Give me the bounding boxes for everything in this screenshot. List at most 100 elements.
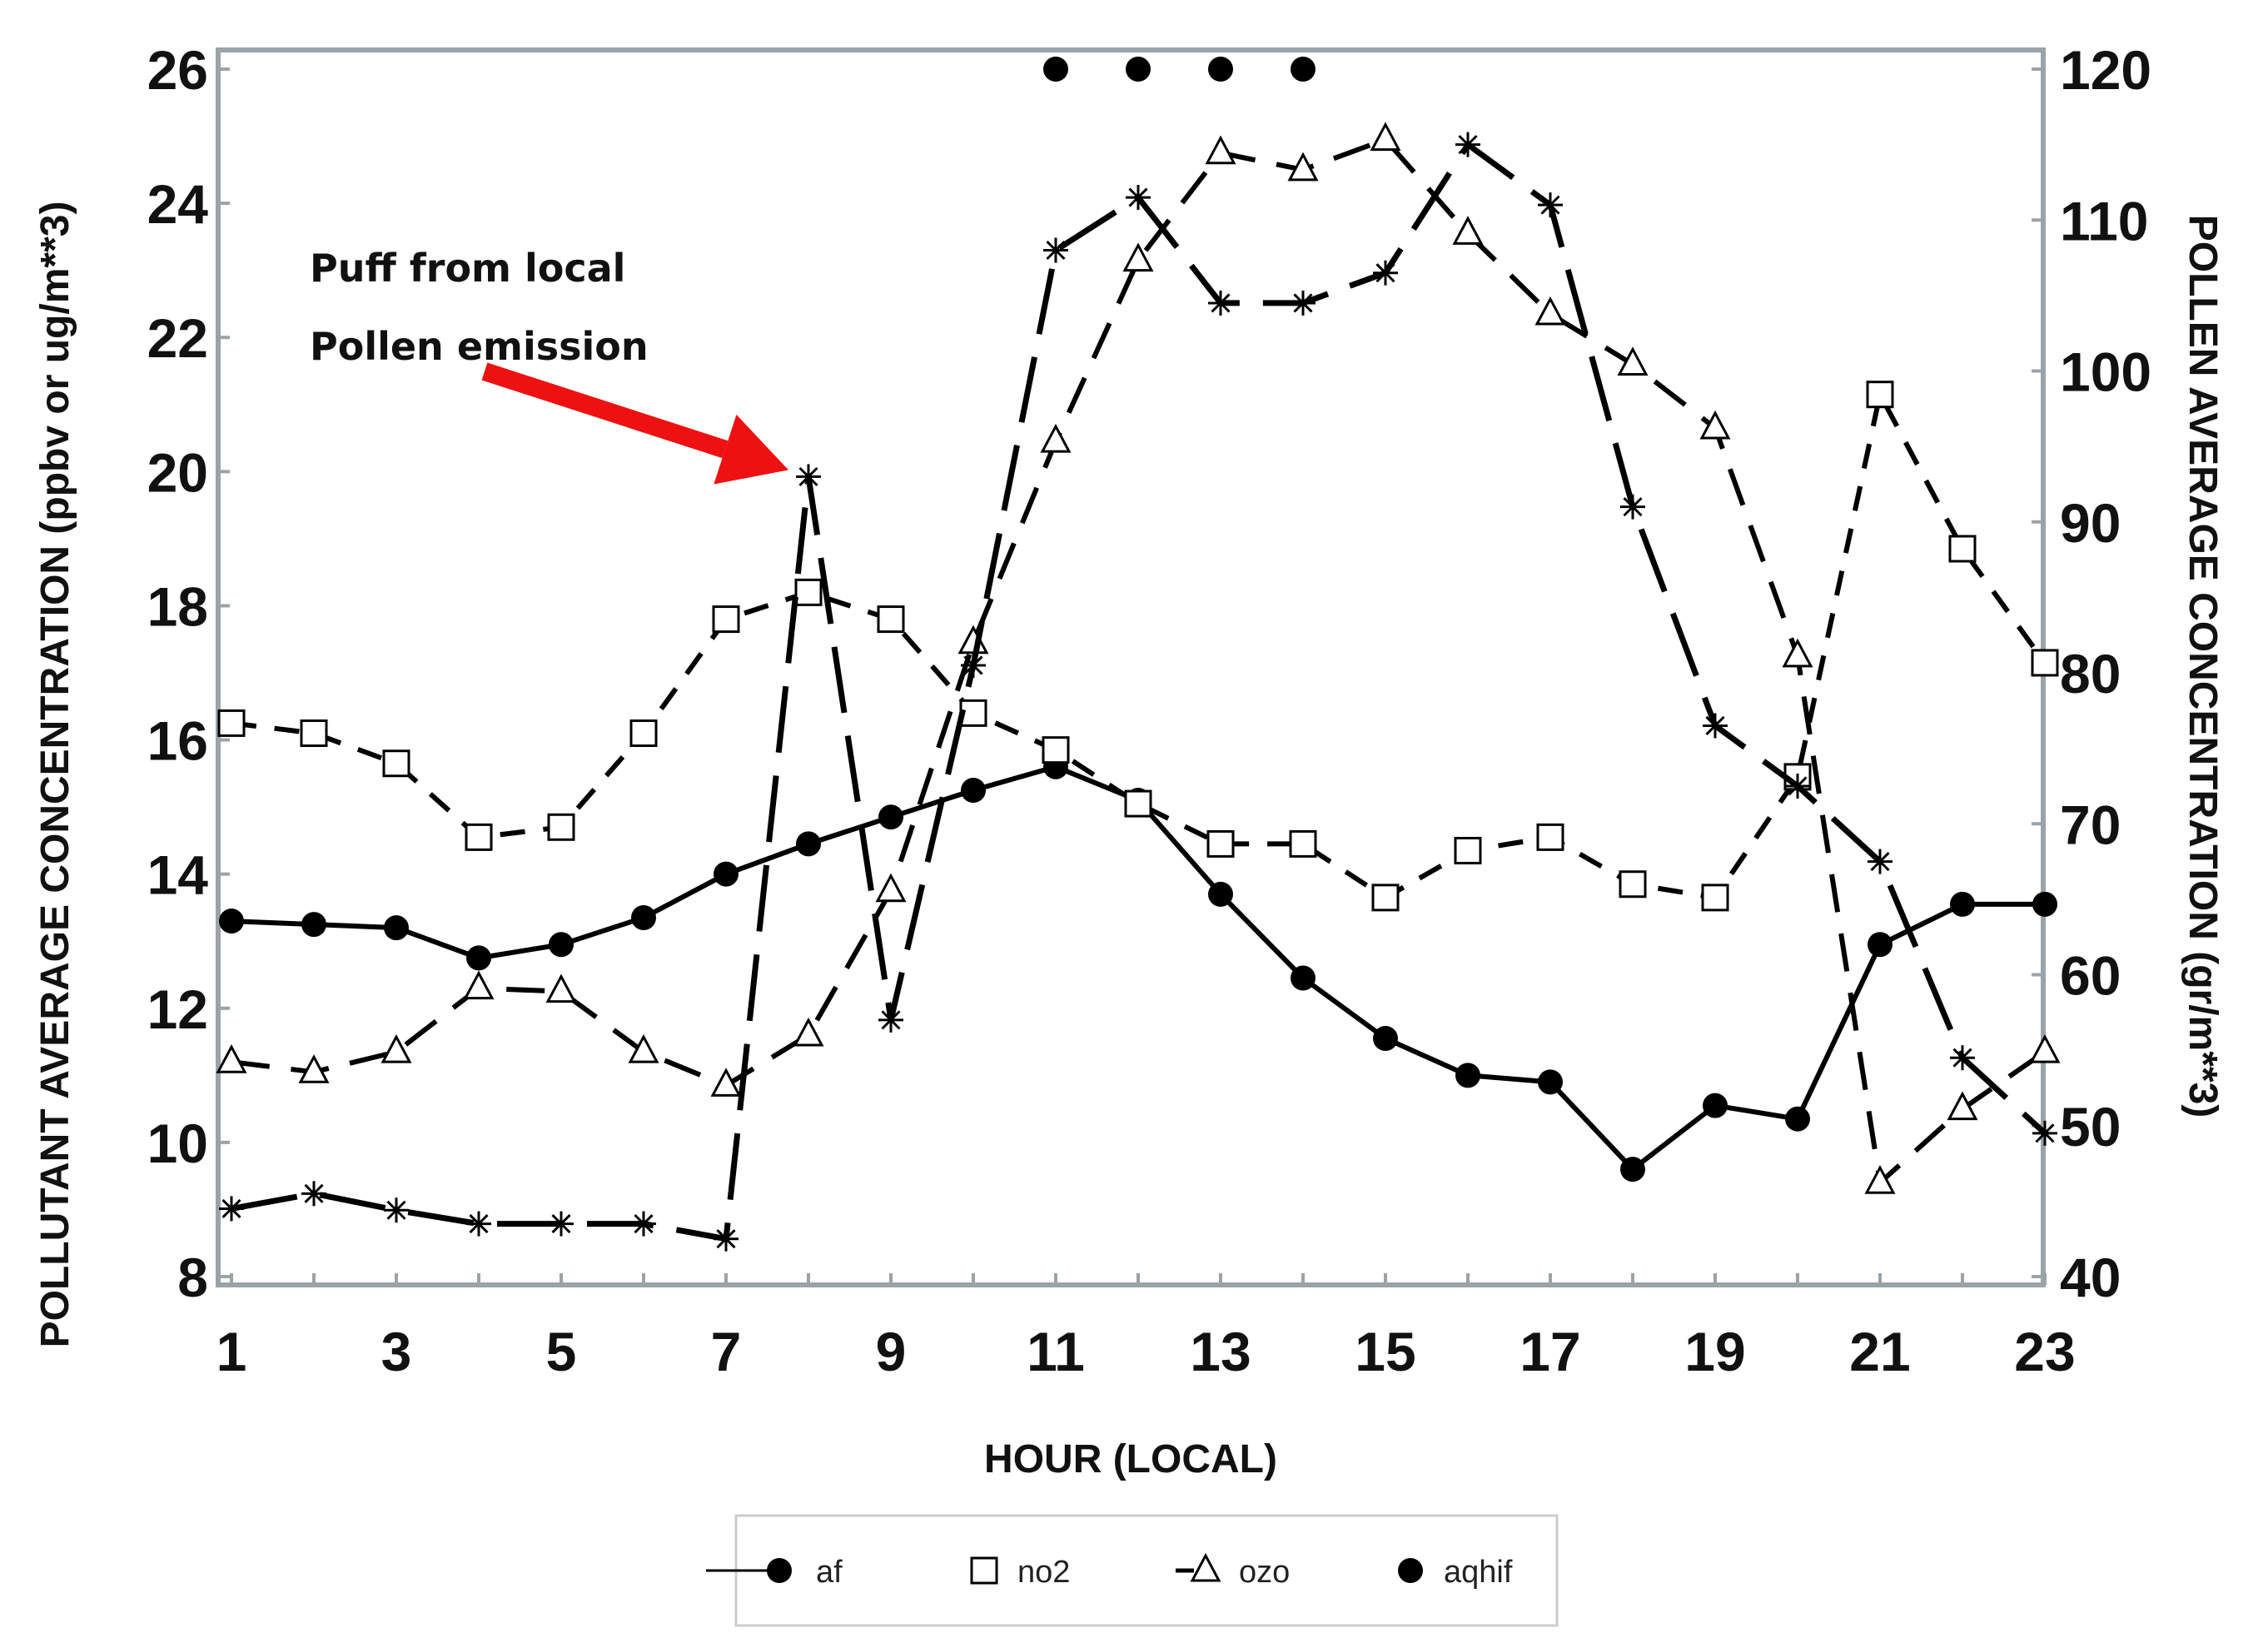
data-point-pollen [1043,237,1068,263]
data-point-ozo [1040,423,1072,453]
data-point-ozo [1287,152,1319,182]
y-left-tick-label: 8 [177,1247,208,1308]
data-point-af [1785,1106,1810,1132]
y-right-tick-label: 70 [2060,794,2121,855]
y-left-tick-label: 18 [147,575,208,637]
data-point-ozo [2029,1033,2061,1063]
data-point-no2 [465,823,493,851]
data-point-ozo [628,1033,659,1063]
data-point-pollen [796,464,821,490]
data-point-no2 [1289,829,1317,858]
y-right-tick-label: 80 [2060,643,2121,704]
x-axis-title: HOUR (LOCAL) [984,1437,1277,1481]
data-point-no2 [794,578,823,606]
y-right-tick-label: 40 [2060,1247,2121,1308]
data-point-af [1208,881,1233,907]
annotation: Puff from local Pollen emission [310,246,788,485]
data-point-pollen [714,1226,739,1252]
x-tick-label: 9 [876,1321,907,1382]
annotation-arrow-shaft [481,362,729,459]
data-point-pollen [1868,849,1892,874]
legend-box [734,1514,1559,1627]
data-point-pollen [549,1211,574,1237]
data-point-no2 [629,719,658,747]
data-point-af [301,912,326,938]
data-point-pollen [384,1197,409,1223]
data-point-af [384,915,409,941]
data-point-af [549,932,574,958]
data-point-af [1703,1093,1728,1118]
data-point-pollen [961,652,986,678]
data-point-af [961,777,986,803]
series-line-ozo [231,137,2047,1186]
data-point-pollen [1620,494,1645,520]
data-point-no2 [1206,829,1235,858]
data-point-af [1868,932,1892,958]
data-point-no2 [1619,870,1647,899]
legend-label: ozo [1239,1555,1290,1590]
series-pollen [219,132,2057,1252]
data-point-ozo [1617,346,1649,376]
data-point-ozo [545,973,577,1003]
data-point-ozo [298,1054,330,1083]
data-point-ozo [793,1017,824,1047]
legend-marker [767,1558,792,1583]
data-point-aqhif [1291,57,1316,82]
y-right-tick-label: 110 [2060,190,2148,251]
plot-frame [216,47,2046,1287]
data-point-no2 [712,605,740,634]
data-point-pollen [2032,1120,2057,1146]
data-point-af [1950,891,1975,917]
x-tick-label: 17 [1519,1321,1580,1382]
data-point-no2 [547,813,575,841]
data-point-ozo [1205,135,1236,165]
series-aqhif [1043,57,1316,82]
series-line-no2 [231,391,2047,900]
data-point-pollen [1950,1045,1975,1071]
data-point-af [1620,1157,1645,1182]
series-line-pollen [231,142,2047,1242]
legend-label: af [816,1555,843,1590]
series-af [219,754,2057,1182]
data-point-af [219,909,244,934]
data-point-no2 [382,749,410,778]
y-axis-title-right: POLLEN AVERAGE CONCENTRATION (gr/m**3) [2181,215,2225,1118]
data-point-no2 [1866,381,1894,409]
data-point-pollen [1703,713,1728,739]
x-tick-label: 3 [381,1321,412,1382]
data-point-no2 [300,719,328,747]
data-point-aqhif [1126,57,1151,82]
data-point-ozo [1864,1165,1896,1194]
data-point-ozo [463,970,495,1000]
y-right-tick-label: 50 [2060,1096,2121,1158]
data-point-af [1373,1026,1398,1052]
legend: af no2 ozo aqhif [706,1514,1559,1627]
data-point-pollen [1455,132,1480,157]
legend-item-ozo: ozo [1176,1552,1290,1590]
x-tick-label: 13 [1190,1321,1251,1382]
y-right-tick-label: 90 [2060,492,2121,554]
data-point-ozo [1452,216,1484,245]
series-layer [216,57,2061,1252]
x-tick-label: 15 [1355,1321,1415,1382]
data-point-af [1455,1063,1480,1088]
y-left-tick-label: 24 [147,173,209,235]
legend-item-aqhif: aqhif [1398,1555,1513,1590]
legend-item-af: af [706,1555,843,1590]
x-tick-label: 21 [1849,1321,1910,1382]
annotation-line-2: Pollen emission [310,324,649,369]
data-point-pollen [1785,773,1810,799]
data-point-no2 [2031,649,2059,677]
data-point-no2 [1124,789,1152,818]
data-point-pollen [301,1181,326,1207]
legend-marker [970,1556,998,1585]
data-point-pollen [878,1007,903,1033]
y-right-ticks: 40 50 60 70 80 90 100 110 120 [2032,39,2151,1308]
series-no2 [217,381,2059,912]
data-point-pollen [466,1211,491,1237]
data-point-no2 [1536,823,1564,851]
data-point-af [1291,965,1316,991]
data-point-no2 [1701,884,1729,912]
y-axis-title-left: POLLUTANT AVERAGE CONCENTRATION (ppbv or… [33,202,77,1348]
